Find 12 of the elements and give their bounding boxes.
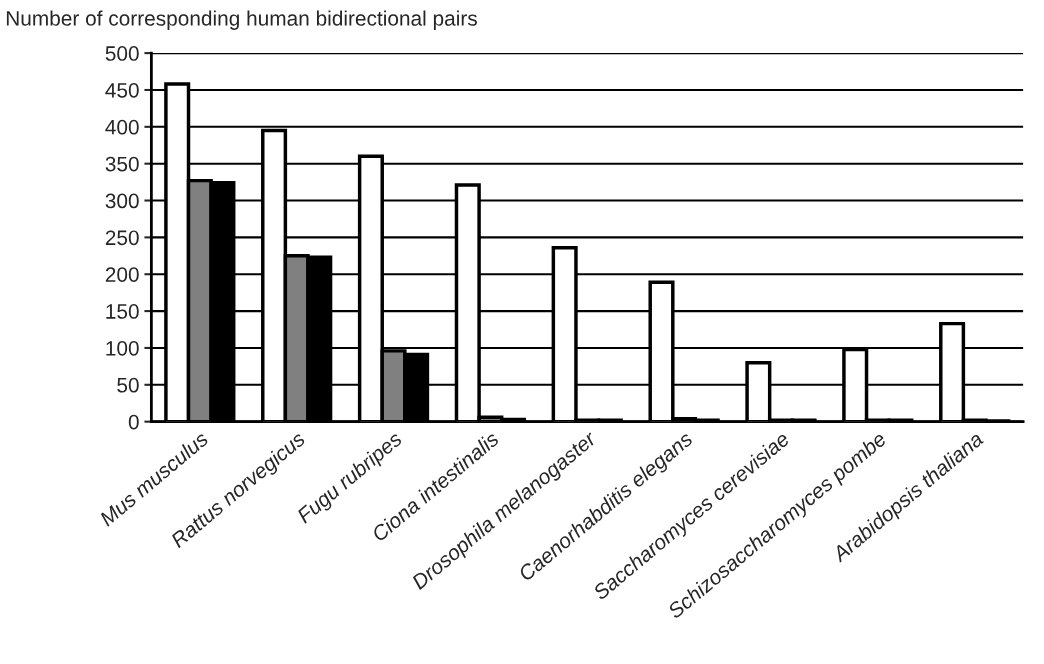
y-tick-label: 100: [106, 340, 139, 356]
y-tick-label: 300: [105, 193, 139, 209]
y-tick-label: 150: [106, 304, 139, 319]
y-tick-label: 450: [105, 82, 139, 98]
chart-title: Number of corresponding human bidirectional pairs: [6, 10, 477, 30]
y-tick-label: 500: [105, 46, 139, 61]
y-tick-label: 200: [105, 267, 139, 282]
y-tick-label: 0: [128, 414, 139, 430]
y-tick-label: 50: [117, 377, 139, 393]
y-tick-label: 350: [105, 156, 139, 172]
y-tick-label: 250: [105, 230, 139, 246]
y-tick-label: 400: [105, 119, 139, 135]
